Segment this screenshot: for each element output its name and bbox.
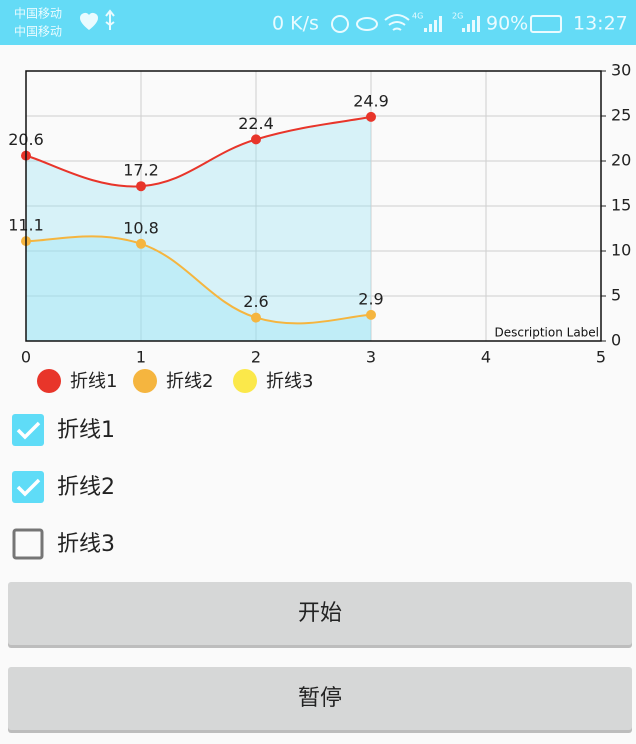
x-tick-label: 3 [366,348,376,367]
network-type: 2G [452,12,463,21]
y2-tick-label: 30 [611,61,631,80]
point [251,134,261,145]
line [25,235,372,325]
point [136,181,146,192]
point [366,309,376,320]
data-label: 17.2 [123,161,159,180]
legend-label: 折线3 [266,371,313,392]
carrier: 中国移动 [14,6,62,21]
data-label: 10.8 [123,218,159,237]
wifi-icon [384,14,410,31]
y2-tick-label: 25 [611,106,631,125]
y2-tick-label: 20 [611,151,631,170]
data-label: 2.6 [243,292,268,311]
data-label: 24.9 [353,91,389,110]
battery-level: 90% [486,13,528,35]
button-label: 开始 [298,601,342,626]
plot-border [25,70,602,342]
checkbox-label: 折线3 [57,532,115,557]
network-type: 4G [412,12,423,21]
data-label: 22.4 [238,114,274,133]
x-tick-label: 5 [596,348,606,367]
checkbox[interactable] [12,528,44,560]
y2-tick-label: 10 [611,241,631,260]
eye-icon [356,17,378,31]
area [26,236,371,341]
point [366,111,376,122]
data-label: 2.9 [358,289,383,308]
point [251,312,261,323]
checkbox[interactable] [12,471,44,503]
y2-tick-label: 5 [611,286,621,305]
x-tick-label: 1 [136,348,146,367]
signal-icon [424,16,442,32]
description: Description Label [494,326,599,340]
checkbox-label: 折线2 [57,475,115,500]
button-label: 暂停 [298,686,342,711]
x-tick-label: 4 [481,348,491,367]
x-tick-label: 0 [21,348,31,367]
legend-swatch [37,369,61,393]
point [136,238,146,249]
y2-tick-label: 0 [611,331,621,350]
signal-icon [462,16,480,32]
clock: 13:27 [573,13,628,35]
legend-swatch [133,369,157,393]
net-speed: 0 K/s [272,13,319,35]
x-tick-label: 2 [251,348,261,367]
check-mark [16,421,41,440]
legend-swatch [233,369,257,393]
line [25,115,372,188]
carrier: 中国移动 [14,24,62,39]
checkbox-label: 折线1 [57,418,115,443]
health-icon [80,12,98,30]
legend-label: 折线1 [70,371,117,392]
button[interactable] [8,667,632,730]
alarm-icon [331,15,349,33]
checkbox[interactable] [12,414,44,446]
usb-icon [105,9,115,30]
y2-tick-label: 15 [611,196,631,215]
button[interactable] [8,582,632,645]
battery-icon [530,15,562,33]
area [26,116,371,342]
legend-label: 折线2 [166,371,213,392]
check-mark [16,478,41,497]
